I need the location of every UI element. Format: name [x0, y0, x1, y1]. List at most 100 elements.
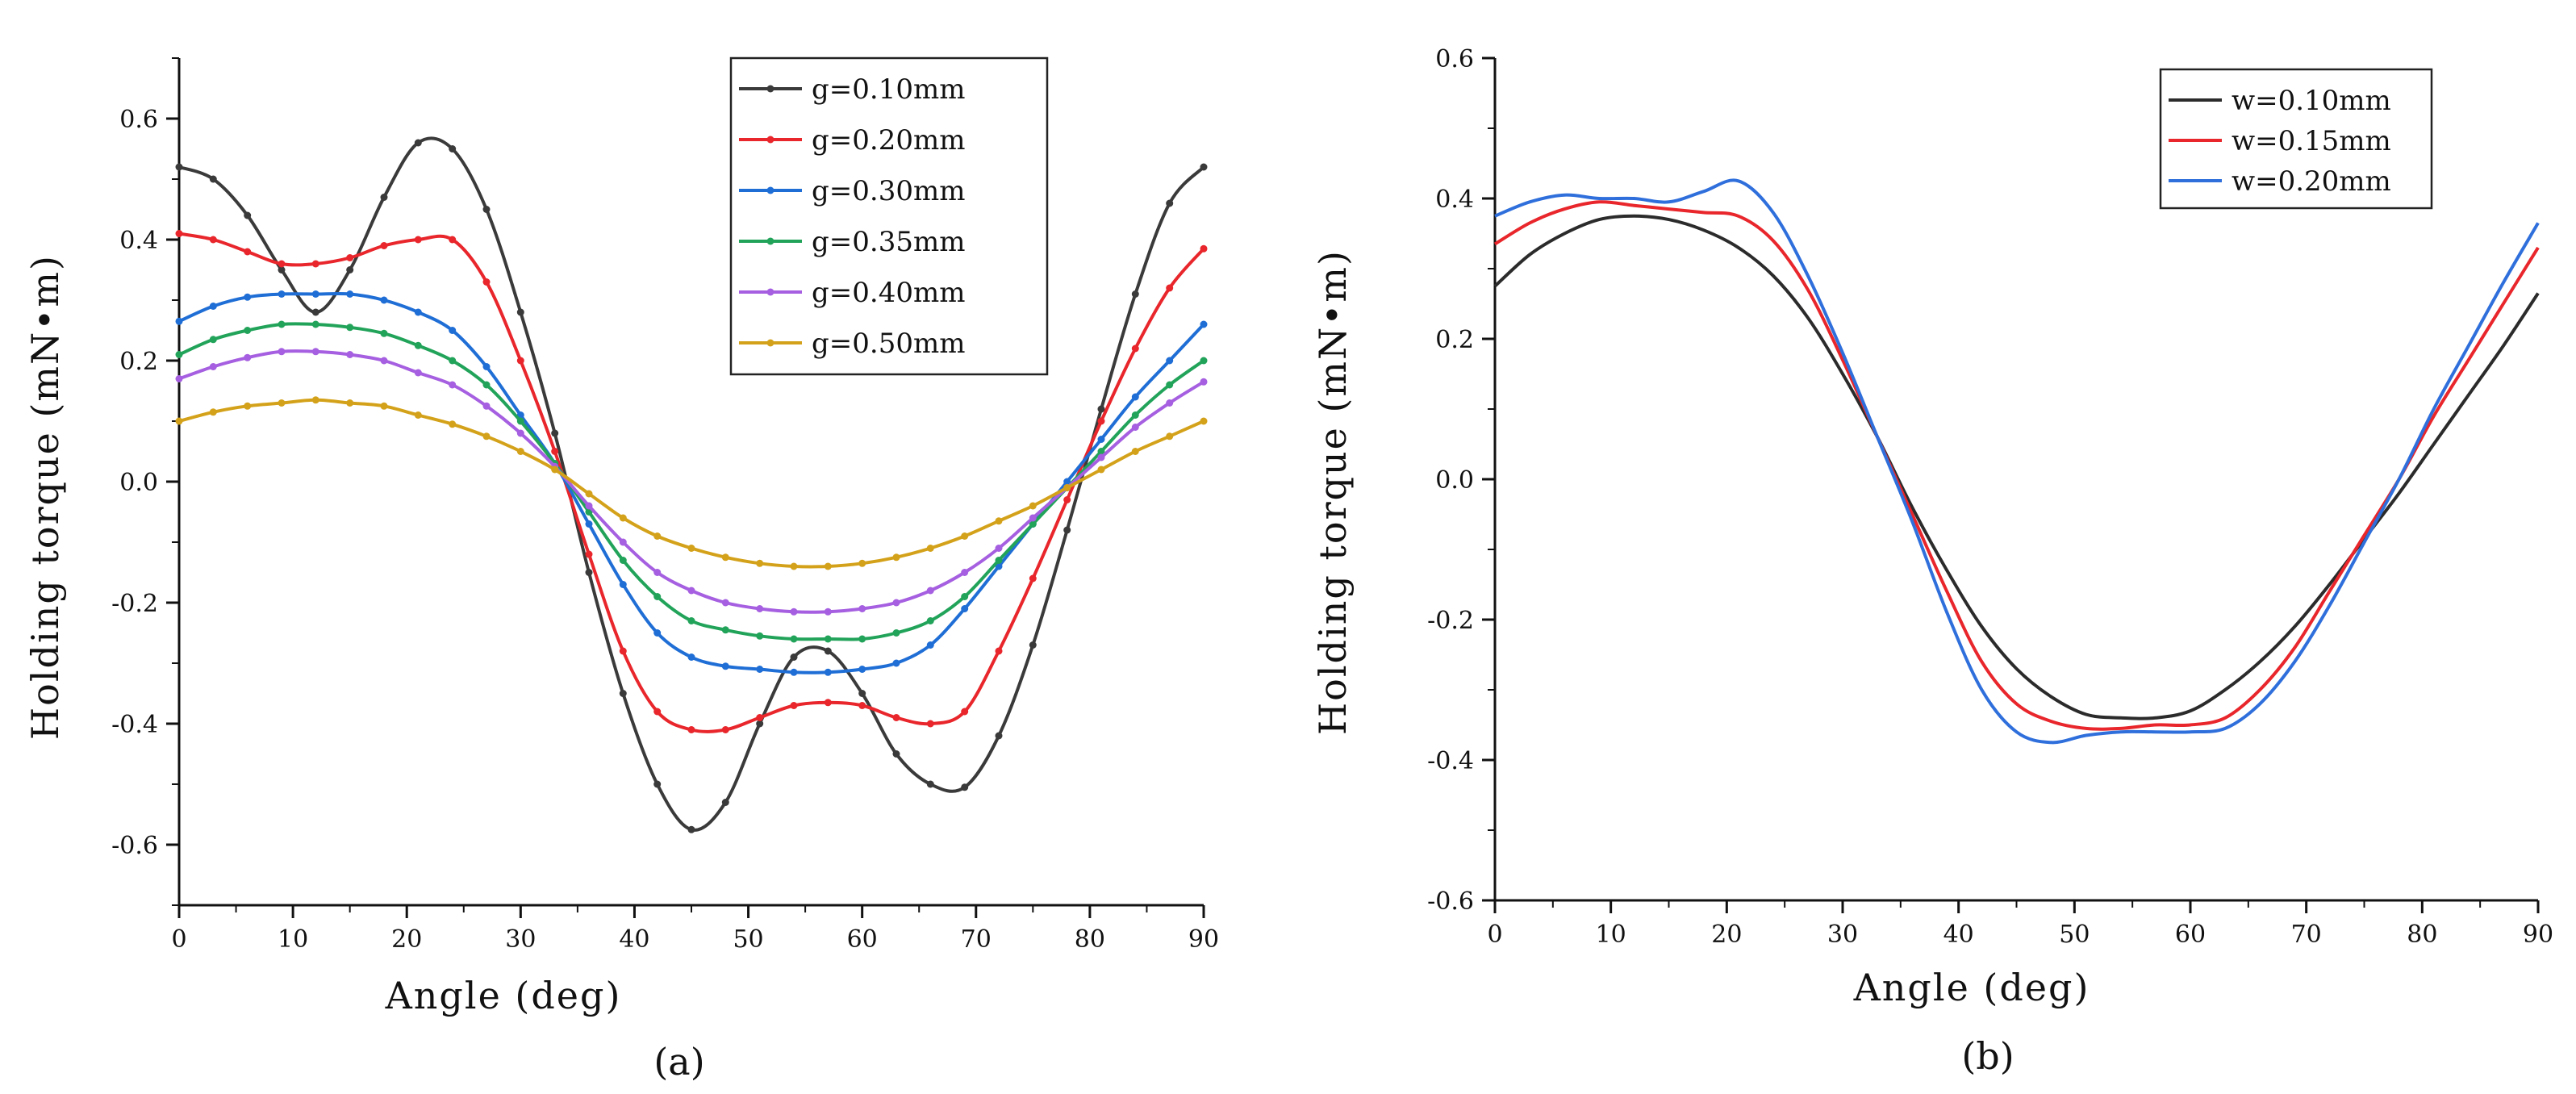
data-point: [482, 402, 491, 410]
data-point: [653, 532, 662, 540]
data-point: [380, 194, 388, 201]
data-point: [278, 266, 286, 274]
data-point: [209, 363, 217, 370]
data-point: [926, 720, 934, 728]
data-point: [892, 553, 900, 562]
data-point: [244, 211, 252, 219]
data-point: [824, 562, 832, 570]
legend-label: g=0.20mm: [812, 124, 965, 157]
data-point: [926, 780, 934, 788]
data-point: [414, 341, 422, 349]
data-point: [721, 626, 729, 634]
data-point: [175, 230, 183, 237]
x-tick-label: 90: [1188, 925, 1219, 954]
data-point: [1166, 357, 1174, 365]
data-point: [1131, 344, 1139, 353]
data-point: [516, 357, 524, 365]
x-tick-label: 60: [2175, 921, 2206, 949]
data-point: [961, 708, 969, 716]
data-point: [858, 666, 866, 673]
data-point: [687, 617, 695, 624]
series-layer-b: [1493, 178, 2540, 745]
data-point: [1200, 378, 1208, 386]
x-tick-label: 0: [1487, 921, 1502, 949]
data-point: [858, 635, 866, 643]
data-point: [209, 408, 217, 416]
data-point: [175, 351, 183, 358]
data-point: [585, 490, 593, 498]
data-point: [687, 587, 695, 595]
legend-b: w=0.10mm w=0.15mm w=0.20mm: [2159, 68, 2433, 210]
data-point: [687, 825, 695, 833]
x-tick-label: 10: [278, 925, 308, 954]
legend-marker: [766, 237, 774, 245]
data-point: [653, 593, 662, 600]
data-point: [449, 145, 457, 152]
data-point: [449, 236, 457, 244]
data-point: [380, 242, 388, 249]
data-point: [790, 635, 798, 643]
y-tick-label: 0.2: [1435, 326, 1474, 354]
data-point: [824, 668, 832, 676]
data-point: [619, 647, 627, 655]
data-point: [790, 653, 798, 661]
legend-marker: [766, 136, 774, 144]
data-point: [926, 617, 934, 624]
data-point: [551, 429, 559, 437]
data-point: [551, 448, 559, 455]
data-point: [209, 336, 217, 344]
x-axis-title-b: Angle (deg): [1853, 966, 2090, 1009]
data-point: [892, 629, 900, 637]
x-tick-label: 90: [2523, 921, 2553, 949]
legend-label: w=0.10mm: [2232, 85, 2391, 117]
data-point: [756, 559, 764, 567]
data-point: [449, 381, 457, 389]
data-point: [1097, 453, 1105, 461]
x-tick-label: 40: [1943, 921, 1974, 949]
data-point: [380, 357, 388, 365]
data-point: [1097, 417, 1105, 425]
data-point: [687, 726, 695, 733]
data-point: [311, 308, 319, 316]
y-axis-title-b: Holding torque (mN•m): [1311, 249, 1355, 735]
data-point: [1166, 381, 1174, 389]
data-point: [721, 726, 729, 733]
data-point: [346, 324, 354, 332]
chart-panel-b: 0 10 20 30 40 50 60 70 80 90 0.6 0.4 0.2 0.0 -0.2 -0.4…: [1311, 45, 2553, 1078]
chart-panel-a: 0 10 20 30 40 50 60 70 80 90 0.6 0.4 0.2 0.0 -0.2 -0.4…: [23, 56, 1219, 1084]
data-point: [278, 399, 286, 407]
data-point: [1166, 284, 1174, 292]
data-point: [1029, 520, 1037, 528]
data-point: [482, 432, 491, 441]
data-point: [961, 605, 969, 612]
data-point: [619, 690, 627, 697]
series-line-w=0.20mm: [1494, 178, 2540, 745]
x-tick-label: 0: [171, 925, 186, 954]
data-point: [585, 502, 593, 510]
data-point: [1166, 432, 1174, 441]
data-point: [1029, 502, 1037, 510]
x-tick-label: 30: [1827, 921, 1858, 949]
data-point: [209, 303, 217, 310]
y-tick-label: -0.2: [111, 590, 158, 618]
data-point: [961, 569, 969, 576]
data-point: [824, 608, 832, 616]
data-point: [892, 599, 900, 607]
data-point: [551, 466, 559, 474]
y-tick-label: 0.6: [119, 106, 158, 134]
data-point: [482, 381, 491, 389]
data-point: [892, 750, 900, 758]
data-point: [824, 635, 832, 643]
data-point: [244, 402, 252, 410]
data-point: [449, 357, 457, 365]
data-point: [1131, 290, 1139, 298]
data-point: [756, 720, 764, 728]
legend-marker: [766, 85, 774, 93]
data-point: [687, 545, 695, 552]
data-point: [209, 175, 217, 183]
data-point: [995, 647, 1003, 655]
x-tick-label: 80: [1075, 925, 1105, 954]
data-point: [244, 293, 252, 301]
data-point: [961, 783, 969, 791]
data-point: [721, 662, 729, 670]
